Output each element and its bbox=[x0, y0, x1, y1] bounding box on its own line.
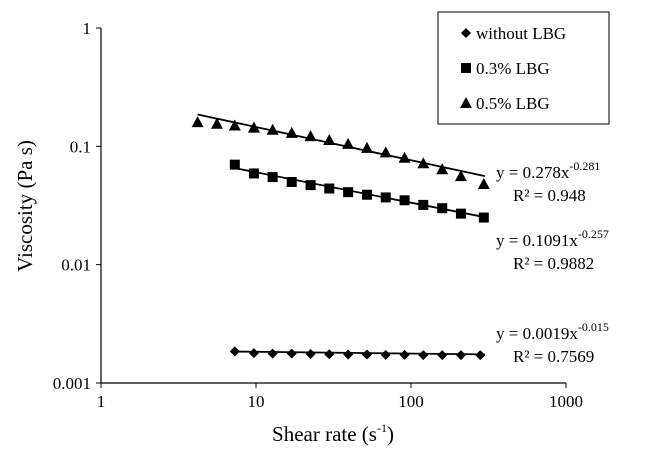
trendline-r2: R² = 0.9882 bbox=[513, 254, 594, 273]
data-point-series-3 bbox=[323, 134, 336, 146]
data-point-series-1 bbox=[248, 348, 259, 359]
axis-ticks: 1 10 100 1000 0.001 0.01 0.1 1 bbox=[53, 19, 583, 411]
data-point-series-3 bbox=[379, 146, 392, 158]
x-tick-label: 100 bbox=[398, 392, 424, 411]
data-point-series-2 bbox=[267, 172, 278, 183]
data-point-series-2 bbox=[418, 199, 429, 210]
data-point-series-2 bbox=[324, 183, 335, 194]
data-markers bbox=[191, 116, 490, 361]
legend-label: 0.5% LBG bbox=[476, 94, 550, 113]
data-point-series-2 bbox=[380, 192, 391, 203]
legend-label: 0.3% LBG bbox=[476, 59, 550, 78]
data-point-series-1 bbox=[229, 346, 240, 357]
trendline-r2: R² = 0.7569 bbox=[513, 347, 594, 366]
data-point-series-2 bbox=[361, 189, 372, 200]
y-axis-title: Viscosity (Pa s) bbox=[13, 140, 37, 272]
data-point-series-2 bbox=[286, 176, 297, 187]
data-point-series-1 bbox=[324, 349, 335, 360]
data-point-series-2 bbox=[455, 208, 466, 219]
data-point-series-2 bbox=[399, 195, 410, 206]
data-point-series-1 bbox=[437, 350, 448, 361]
y-tick-label: 0.1 bbox=[70, 137, 91, 156]
legend-marker-diamond bbox=[461, 28, 471, 38]
data-point-series-1 bbox=[418, 350, 429, 361]
data-point-series-2 bbox=[437, 203, 448, 214]
x-tick-label: 1000 bbox=[549, 392, 583, 411]
data-point-series-3 bbox=[342, 137, 355, 149]
trendline-series-3 bbox=[197, 113, 486, 178]
data-point-series-1 bbox=[286, 348, 297, 359]
data-point-series-1 bbox=[455, 350, 466, 361]
legend-marker-square bbox=[461, 63, 471, 73]
data-point-series-3 bbox=[360, 141, 373, 153]
x-tick-label: 10 bbox=[248, 392, 265, 411]
trendline-equation: y = 0.0019x-0.015 bbox=[496, 320, 609, 343]
data-point-series-3 bbox=[398, 151, 411, 163]
data-point-series-1 bbox=[267, 348, 278, 359]
y-tick-label: 0.01 bbox=[61, 256, 91, 275]
data-point-series-2 bbox=[343, 187, 354, 198]
legend-label: without LBG bbox=[476, 24, 566, 43]
x-tick-label: 1 bbox=[97, 392, 106, 411]
trendline-r2: R² = 0.948 bbox=[513, 186, 586, 205]
data-point-series-3 bbox=[210, 117, 223, 129]
data-point-series-1 bbox=[305, 348, 316, 359]
legend-marker-triangle bbox=[460, 97, 472, 108]
data-point-series-3 bbox=[247, 121, 260, 133]
x-axis-title: Shear rate (s-1) bbox=[272, 421, 394, 446]
data-point-series-1 bbox=[399, 349, 410, 360]
plot-area bbox=[100, 28, 566, 384]
data-point-series-1 bbox=[361, 349, 372, 360]
data-point-series-3 bbox=[304, 130, 317, 142]
trendline-equations: y = 0.0019x-0.015 R² = 0.7569 y = 0.1091x-… bbox=[496, 159, 609, 366]
y-tick-label: 0.001 bbox=[53, 374, 91, 393]
trendline-equation: y = 0.1091x-0.257 bbox=[496, 227, 609, 250]
data-point-series-2 bbox=[248, 168, 259, 179]
data-point-series-1 bbox=[380, 349, 391, 360]
data-point-series-3 bbox=[191, 116, 204, 128]
data-point-series-1 bbox=[475, 350, 486, 361]
data-point-series-2 bbox=[229, 159, 240, 170]
data-point-series-3 bbox=[228, 119, 241, 131]
data-point-series-3 bbox=[477, 178, 490, 190]
legend-items: without LBG 0.3% LBG 0.5% LBG bbox=[460, 24, 566, 113]
data-point-series-1 bbox=[343, 349, 354, 360]
data-point-series-3 bbox=[285, 126, 298, 138]
data-point-series-3 bbox=[454, 170, 467, 182]
legend: without LBG 0.3% LBG 0.5% LBG bbox=[437, 11, 610, 125]
data-point-series-2 bbox=[478, 212, 489, 223]
data-point-series-3 bbox=[417, 157, 430, 169]
data-point-series-3 bbox=[436, 163, 449, 175]
trendlines bbox=[197, 113, 486, 356]
trendline-equation: y = 0.278x-0.281 bbox=[496, 159, 600, 182]
data-point-series-2 bbox=[305, 180, 316, 191]
y-tick-label: 1 bbox=[83, 19, 92, 38]
data-point-series-3 bbox=[266, 123, 279, 135]
